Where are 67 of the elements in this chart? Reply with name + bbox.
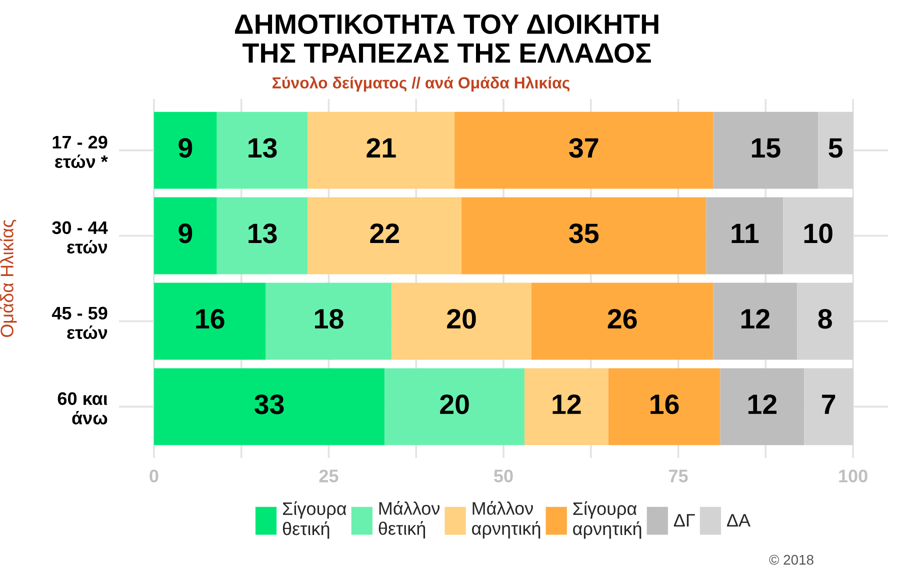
legend-label: ΔΓ [674, 514, 695, 527]
chart-subtitle: Σύνολο δείγματος // ανά Ομάδα Ηλικίας [272, 76, 570, 92]
data-label: 20 [440, 394, 469, 414]
bar [462, 197, 706, 274]
data-label: 11 [732, 224, 759, 243]
data-label: 33 [254, 394, 284, 414]
data-label: 16 [196, 309, 224, 329]
data-label: 9 [178, 224, 192, 244]
bar [454, 112, 714, 189]
x-tick-label: 100 [839, 470, 868, 482]
data-label: 12 [741, 309, 770, 328]
bar [392, 282, 532, 360]
data-label: 35 [569, 224, 599, 244]
data-label: 10 [804, 224, 832, 244]
data-label: 8 [818, 309, 832, 329]
legend-label: Σίγουρα αρνητική [573, 501, 642, 539]
data-label: 18 [315, 309, 344, 329]
bar [266, 282, 392, 360]
x-tick-label: 75 [669, 470, 688, 482]
bar [531, 282, 714, 360]
bar [804, 368, 854, 446]
legend-label: ΔΑ [726, 514, 750, 527]
data-label: 15 [752, 138, 780, 158]
bar [384, 368, 524, 446]
text: © 2018 [769, 554, 814, 565]
data-label: 22 [370, 224, 399, 243]
bar [216, 112, 308, 189]
data-label: 16 [650, 394, 679, 414]
bar [154, 197, 217, 274]
y-tick-label: 30 - 44 ετών [52, 221, 108, 254]
y-tick-label: 45 - 59 ετών [52, 306, 108, 339]
bar [216, 197, 308, 274]
chart-title: ΔΗΜΟΤΙΚΟΤΗΤΑ ΤΟΥ ΔΙΟΙΚΗΤΗ ΤΗΣ ΤΡΑΠΕΖΑΣ ΤΗΣ ΕΛΛΑΔΟΣ [235, 14, 658, 63]
y-tick-label: 60 και άνω [58, 392, 108, 424]
bar [818, 112, 854, 189]
data-label: 13 [248, 224, 277, 244]
data-label: 21 [366, 138, 396, 158]
x-tick-label: 25 [319, 470, 338, 482]
data-label: 37 [569, 138, 598, 158]
data-label: 5 [828, 138, 843, 158]
data-label: 12 [748, 394, 776, 414]
bar [154, 112, 217, 189]
bar [154, 282, 266, 360]
legend-label: Μάλλον θετική [378, 501, 440, 538]
data-label: 9 [178, 138, 192, 158]
x-tick-label: 50 [494, 470, 513, 482]
x-tick-label: 0 [150, 470, 158, 482]
data-label: 13 [248, 138, 277, 158]
bar [797, 282, 854, 360]
bar [720, 368, 804, 446]
legend-label: Μάλλον αρνητική [472, 501, 540, 538]
y-axis-title: Ομάδα Ηλικίας [0, 220, 17, 337]
bar [706, 197, 784, 274]
legend-label: Σίγουρα θετική [282, 501, 346, 539]
bar [308, 197, 462, 274]
bar [713, 282, 798, 360]
y-tick-label: 17 - 29 ετών * [52, 136, 108, 168]
data-label: 12 [552, 394, 581, 414]
data-label: 26 [608, 309, 637, 329]
bar [154, 368, 385, 446]
bar [608, 368, 720, 446]
data-label: 20 [447, 309, 476, 329]
bar [524, 368, 608, 446]
bar [783, 197, 854, 274]
bar [713, 112, 818, 189]
data-label: 7 [822, 394, 836, 414]
bar [308, 112, 455, 189]
